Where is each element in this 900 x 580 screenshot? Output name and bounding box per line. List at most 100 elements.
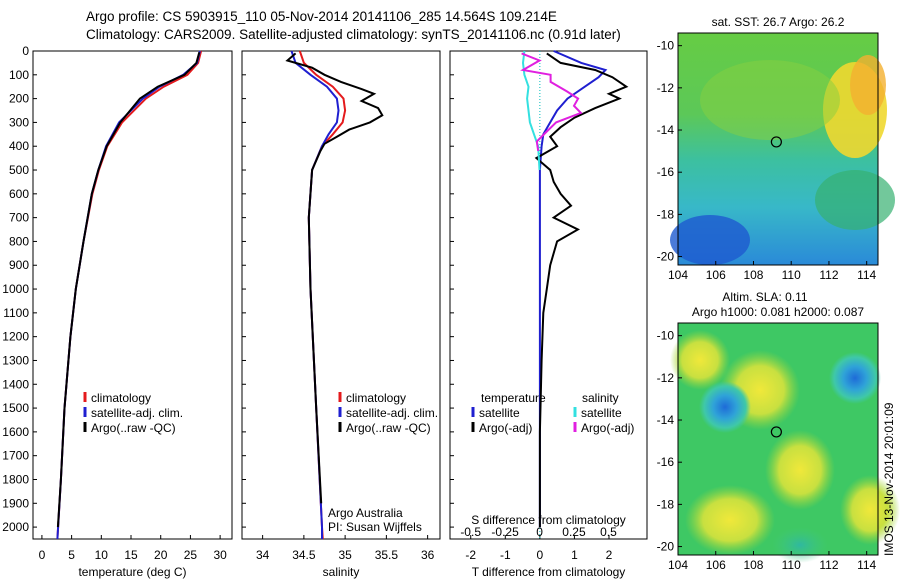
depth-tick-label: 1700 [2, 449, 29, 463]
x-tick-label: 25 [184, 548, 198, 562]
s-tick-label: 0 [536, 525, 543, 539]
x-axis-label: temperature (deg C) [78, 565, 186, 579]
series-line [56, 50, 203, 540]
depth-tick-label: 1000 [2, 282, 29, 296]
legend-label: Argo(..raw -QC) [346, 421, 431, 435]
sla-high-5 [840, 475, 900, 545]
salinity-panel [241, 50, 441, 540]
sla-low-3 [772, 527, 828, 563]
legend-label: Argo(-adj) [581, 421, 634, 435]
map-x-tick-label: 104 [668, 558, 688, 572]
salinity-note: PI: Susan Wijffels [328, 520, 422, 534]
timestamp-label: IMOS 13-Nov-2014 20:01:09 [882, 402, 896, 556]
map-x-tick-label: 110 [782, 558, 801, 572]
map-x-tick-label: 112 [819, 268, 838, 282]
x-tick-label: 0 [39, 548, 46, 562]
s-axis-label: S difference from climatology [471, 513, 626, 527]
x-axis-label: T difference from climatology [472, 565, 626, 579]
series-line [290, 50, 340, 539]
map-y-tick-label: -10 [657, 39, 675, 53]
map-y-tick-label: -16 [657, 165, 675, 179]
plot-title-line1: Argo profile: CS 5903915_110 05-Nov-2014… [86, 9, 557, 24]
depth-tick-label: 800 [9, 234, 29, 248]
sla-low-1 [699, 381, 751, 433]
depth-tick-label: 100 [9, 68, 29, 82]
x-tick-label: 15 [124, 548, 138, 562]
sla-high-4 [670, 330, 730, 390]
map-y-tick-label: -12 [657, 81, 675, 95]
depth-tick-label: 1400 [2, 377, 29, 391]
argo-location-marker [770, 426, 782, 438]
series-line [56, 50, 201, 540]
temperature-panel [32, 50, 233, 540]
x-tick-label: 0 [537, 548, 544, 562]
legend-label: satellite [581, 406, 622, 420]
map-y-tick-label: -20 [657, 250, 675, 264]
depth-tick-label: 1500 [2, 401, 29, 415]
s-tick-label: -0.5 [460, 525, 481, 539]
depth-tick-label: 900 [9, 258, 29, 272]
x-tick-label: 20 [154, 548, 168, 562]
series-line [285, 52, 384, 504]
map-x-tick-label: 108 [743, 558, 763, 572]
sla-high-2 [685, 485, 775, 555]
map-x-tick-label: 110 [782, 268, 801, 282]
x-tick-label: 1 [571, 548, 578, 562]
x-tick-label: 30 [213, 548, 227, 562]
sla-high-3 [765, 430, 835, 510]
legend-label: salinity [582, 391, 619, 405]
x-tick-label: 10 [95, 548, 109, 562]
x-tick-label: 35 [338, 548, 352, 562]
map-x-tick-label: 112 [819, 558, 838, 572]
depth-tick-label: 300 [9, 115, 29, 129]
depth-tick-label: 1300 [2, 353, 29, 367]
map-x-tick-label: 114 [857, 558, 876, 572]
map-y-tick-label: -12 [657, 371, 675, 385]
x-tick-label: -2 [465, 548, 476, 562]
series-line [56, 51, 201, 528]
sst-mid-patch [700, 60, 840, 140]
legend-label: satellite [479, 406, 520, 420]
map-y-tick-label: -14 [657, 413, 675, 427]
sla-map [670, 322, 900, 563]
s-tick-label: -0.25 [491, 525, 519, 539]
depth-tick-label: 1100 [3, 306, 29, 320]
depth-tick-label: 600 [9, 187, 29, 201]
sst-map-frame [677, 32, 879, 266]
map-y-tick-label: -10 [657, 329, 675, 343]
depth-tick-label: 1800 [2, 472, 29, 486]
x-tick-label: 5 [68, 548, 75, 562]
depth-tick-label: 1600 [2, 425, 29, 439]
map-y-tick-label: -18 [657, 207, 675, 221]
depth-tick-label: 700 [9, 211, 29, 225]
x-tick-label: 36 [421, 548, 435, 562]
depth-tick-label: 1200 [2, 330, 29, 344]
depth-tick-label: 2000 [2, 520, 29, 534]
x-tick-label: -1 [500, 548, 511, 562]
map-x-tick-label: 114 [857, 268, 876, 282]
sla-map-title-2: Argo h1000: 0.081 h2000: 0.087 [692, 305, 864, 319]
difference-panel [449, 50, 648, 540]
depth-tick-label: 0 [22, 44, 29, 58]
sla-map-title: Altim. SLA: 0.11 [722, 290, 807, 304]
x-tick-label: 34 [256, 548, 270, 562]
depth-tick-label: 500 [9, 163, 29, 177]
depth-tick-label: 400 [9, 139, 29, 153]
legend-label: satellite-adj. clim. [346, 406, 438, 420]
series-line [534, 52, 629, 528]
plot-title-line2: Climatology: CARS2009. Satellite-adjuste… [86, 27, 621, 42]
legend-label: climatology [91, 391, 151, 405]
map-x-tick-label: 108 [743, 268, 763, 282]
map-x-tick-label: 106 [706, 268, 726, 282]
x-tick-label: 35.5 [375, 548, 399, 562]
depth-tick-label: 1900 [2, 496, 29, 510]
map-y-tick-label: -18 [657, 497, 675, 511]
sst-map [670, 32, 895, 266]
depth-tick-label: 200 [9, 92, 29, 106]
sst-green-patch [815, 170, 895, 230]
map-y-tick-label: -20 [657, 540, 675, 554]
sst-map-title: sat. SST: 26.7 Argo: 26.2 [712, 15, 845, 29]
s-tick-label: 0.25 [562, 525, 586, 539]
sla-map-frame [677, 322, 879, 556]
